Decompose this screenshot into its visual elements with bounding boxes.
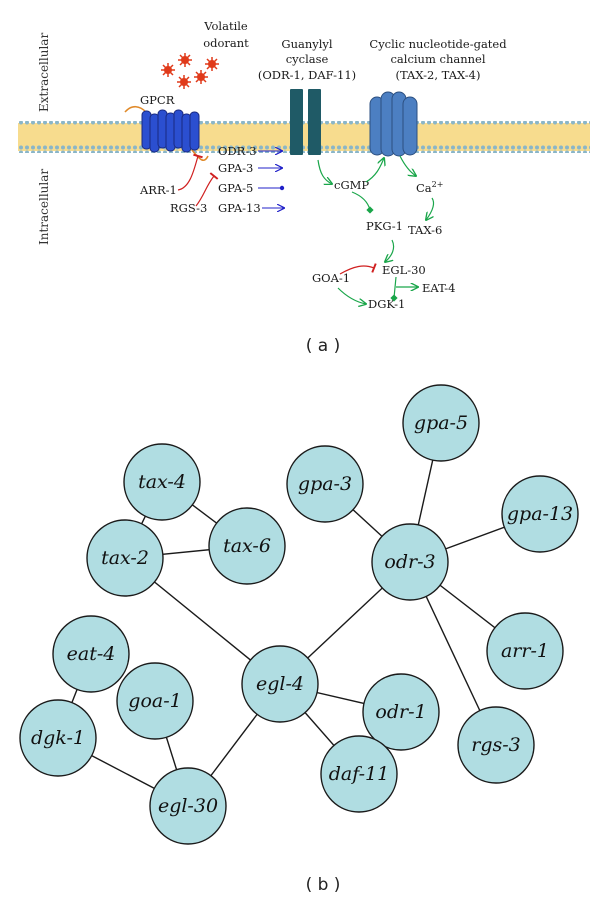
cgmp-label: cGMP bbox=[334, 178, 369, 192]
calcium-label: Ca2+ bbox=[416, 180, 443, 195]
odorant-star-icon bbox=[194, 70, 208, 84]
dgk1-label: DGK-1 bbox=[368, 297, 405, 311]
odorant-star-icon bbox=[177, 75, 191, 89]
odorant-star-icon bbox=[205, 57, 219, 71]
node-circle bbox=[371, 523, 449, 601]
gpcr-receptor bbox=[124, 105, 209, 162]
node-circle bbox=[86, 519, 164, 597]
egl30-label: EGL-30 bbox=[382, 263, 426, 277]
tax6-label: TAX-6 bbox=[408, 223, 442, 237]
node-label: arr-1 bbox=[501, 640, 549, 662]
node-gpa-5: gpa-5 bbox=[402, 384, 480, 462]
arr1-label: ARR-1 bbox=[139, 183, 177, 197]
rgs3-label: RGS-3 bbox=[170, 201, 207, 215]
node-label: rgs-3 bbox=[471, 734, 521, 756]
tax2-tax4-label: (TAX-2, TAX-4) bbox=[396, 68, 481, 82]
panel-a: Extracellular Intracellular Vol bbox=[18, 19, 590, 356]
node-circle bbox=[208, 507, 286, 585]
node-label: odr-3 bbox=[384, 551, 435, 573]
node-circle bbox=[149, 767, 227, 845]
node-odr-1: odr-1 bbox=[362, 673, 440, 751]
node-odr-3: odr-3 bbox=[371, 523, 449, 601]
gene-nodes: tax-4 tax-2 tax-6 gpa-3 gpa-5 gpa-13 odr-3 arr-… bbox=[19, 384, 579, 845]
cyclase-label: cyclase bbox=[286, 52, 329, 66]
odr1-daf11-label: (ODR-1, DAF-11) bbox=[258, 68, 356, 82]
node-arr-1: arr-1 bbox=[486, 612, 564, 690]
odr3-label: ODR-3 bbox=[218, 144, 257, 158]
odorant-star-icon bbox=[161, 63, 175, 77]
node-dgk-1: dgk-1 bbox=[19, 699, 97, 777]
volatile-label: Volatile bbox=[203, 19, 248, 33]
node-label: egl-30 bbox=[158, 795, 218, 817]
gpa5-label: GPA-5 bbox=[218, 181, 253, 195]
node-tax-6: tax-6 bbox=[208, 507, 286, 585]
gpa3-label: GPA-3 bbox=[218, 161, 253, 175]
goa1-label: GOA-1 bbox=[312, 271, 350, 285]
pkg1-label: PKG-1 bbox=[366, 219, 403, 233]
odorant-star-icon bbox=[178, 53, 192, 67]
node-circle bbox=[52, 615, 130, 693]
node-label: gpa-13 bbox=[507, 503, 573, 525]
guanylyl-label: Guanylyl bbox=[281, 37, 333, 51]
eat4-label: EAT-4 bbox=[422, 281, 455, 295]
odorant-label: odorant bbox=[203, 36, 249, 50]
node-egl-30: egl-30 bbox=[149, 767, 227, 845]
node-label: tax-4 bbox=[138, 471, 186, 493]
node-label: goa-1 bbox=[128, 690, 181, 712]
node-label: eat-4 bbox=[67, 643, 116, 665]
node-label: gpa-3 bbox=[298, 473, 352, 495]
node-circle bbox=[116, 662, 194, 740]
node-circle bbox=[457, 706, 535, 784]
node-goa-1: goa-1 bbox=[116, 662, 194, 740]
node-tax-4: tax-4 bbox=[123, 443, 201, 521]
node-label: odr-1 bbox=[375, 701, 426, 723]
node-circle bbox=[402, 384, 480, 462]
panel-a-caption: ( a ) bbox=[306, 336, 341, 356]
node-circle bbox=[320, 735, 398, 813]
cng-channel bbox=[369, 91, 418, 157]
odorant-molecules bbox=[161, 53, 219, 89]
node-tax-2: tax-2 bbox=[86, 519, 164, 597]
node-gpa-3: gpa-3 bbox=[286, 445, 364, 523]
node-circle bbox=[362, 673, 440, 751]
node-gpa-13: gpa-13 bbox=[501, 475, 579, 553]
intracellular-label: Intracellular bbox=[37, 169, 51, 245]
node-label: tax-6 bbox=[223, 535, 271, 557]
gpa13-label: GPA-13 bbox=[218, 201, 261, 215]
node-daf-11: daf-11 bbox=[320, 735, 398, 813]
node-rgs-3: rgs-3 bbox=[457, 706, 535, 784]
node-circle bbox=[241, 645, 319, 723]
node-label: daf-11 bbox=[329, 763, 389, 785]
node-circle bbox=[501, 475, 579, 553]
node-circle bbox=[286, 445, 364, 523]
node-label: tax-2 bbox=[101, 547, 149, 569]
node-circle bbox=[123, 443, 201, 521]
gpcr-label: GPCR bbox=[140, 93, 175, 107]
node-egl-4: egl-4 bbox=[241, 645, 319, 723]
cell-membrane bbox=[18, 121, 590, 153]
node-label: gpa-5 bbox=[414, 412, 468, 434]
guanylyl-cyclase bbox=[290, 89, 321, 155]
calcium-channel-label: calcium channel bbox=[390, 52, 485, 66]
panel-b-caption: ( b ) bbox=[306, 875, 341, 895]
node-eat-4: eat-4 bbox=[52, 615, 130, 693]
node-label: dgk-1 bbox=[31, 727, 85, 749]
node-circle bbox=[19, 699, 97, 777]
cng-label: Cyclic nucleotide-gated bbox=[369, 37, 507, 51]
node-circle bbox=[486, 612, 564, 690]
node-label: egl-4 bbox=[256, 673, 304, 695]
panel-b-network: tax-4 tax-2 tax-6 gpa-3 gpa-5 gpa-13 odr-3 arr-… bbox=[19, 384, 579, 895]
extracellular-label: Extracellular bbox=[37, 33, 51, 112]
